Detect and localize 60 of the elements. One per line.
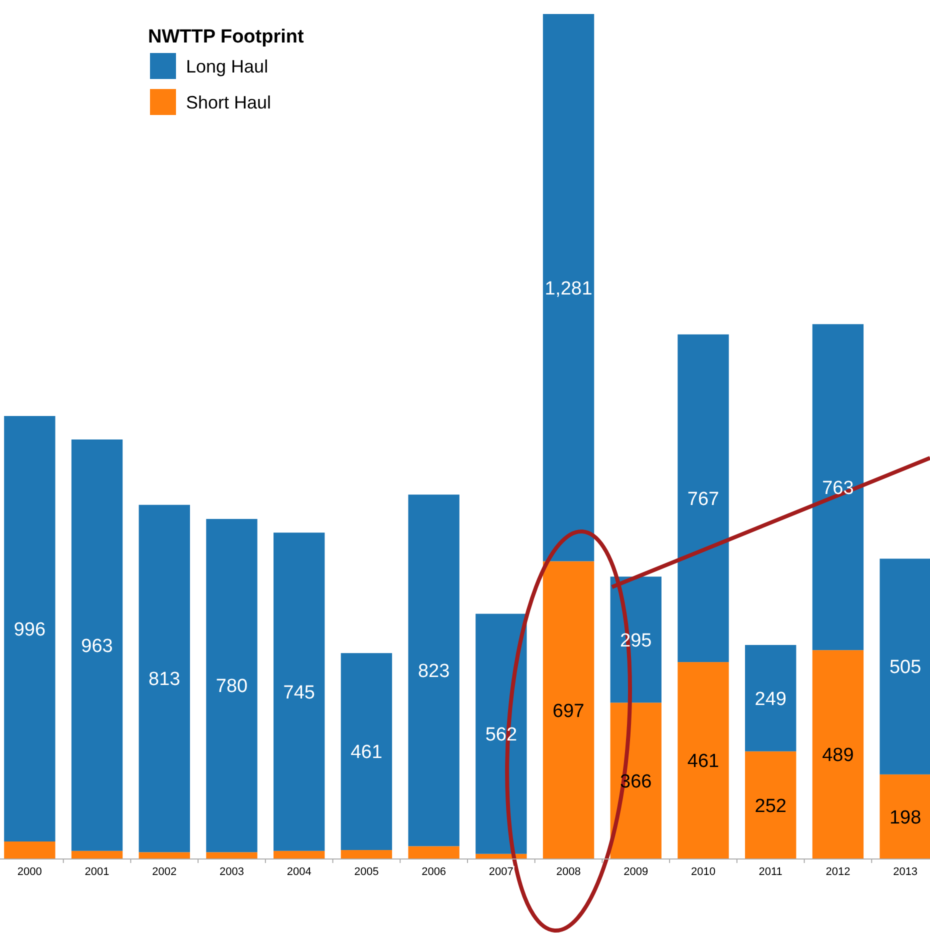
legend-label: Long Haul (186, 56, 268, 76)
x-tick-label: 2003 (220, 866, 244, 878)
bar (274, 850, 325, 859)
bar (880, 774, 930, 859)
data-label: 697 (552, 700, 584, 722)
bar (542, 561, 594, 859)
data-label: 461 (350, 742, 382, 764)
x-tick-label: 2002 (152, 866, 177, 878)
bar (138, 852, 190, 859)
bar (71, 850, 123, 859)
data-label: 745 (283, 682, 315, 704)
bar (206, 518, 258, 852)
data-label: 505 (889, 657, 922, 678)
bar (745, 751, 796, 859)
bar (812, 650, 864, 859)
bar (4, 416, 56, 842)
bar (206, 852, 258, 859)
data-label: 767 (687, 488, 720, 510)
x-tick-label: 2000 (17, 866, 42, 878)
bar (71, 439, 123, 851)
bar (678, 662, 729, 859)
x-tick-label: 2007 (488, 866, 514, 878)
x-tick-label: 2001 (84, 866, 110, 878)
data-label: 249 (754, 688, 786, 710)
bar (340, 850, 392, 859)
bar (610, 702, 662, 859)
bar (340, 653, 392, 850)
data-label: 366 (620, 771, 652, 792)
bar (408, 846, 460, 859)
data-label: 489 (822, 745, 854, 766)
data-label: 963 (81, 636, 113, 657)
x-tick-label: 2011 (758, 866, 782, 878)
data-label: 763 (822, 478, 854, 499)
legend-title: NWTTP Footprint (148, 26, 305, 48)
x-tick-label: 2012 (826, 866, 850, 878)
bar (880, 558, 930, 774)
x-tick-label: 2005 (354, 866, 379, 878)
x-tick-label: 2009 (624, 866, 648, 878)
x-tick-label: 2010 (691, 866, 716, 878)
bar (274, 532, 325, 851)
data-label: 823 (418, 661, 450, 682)
x-tick-label: 2006 (422, 866, 446, 878)
bar (745, 644, 796, 752)
bar (812, 324, 864, 650)
data-label: 198 (889, 807, 922, 828)
data-label: 1,281 (544, 278, 592, 300)
x-tick-label: 2008 (556, 866, 581, 878)
x-tick-label: 2004 (286, 866, 312, 878)
bar (138, 504, 190, 852)
bar (476, 614, 527, 854)
bar (4, 841, 56, 859)
data-label: 780 (216, 676, 248, 698)
bar (678, 334, 729, 662)
x-tick-label: 2013 (893, 866, 918, 878)
data-label: 252 (754, 796, 786, 817)
data-label: 461 (687, 751, 720, 772)
data-label: 996 (14, 619, 46, 640)
legend-label: Short Haul (186, 92, 272, 112)
bar (408, 494, 460, 846)
data-label: 813 (148, 669, 180, 690)
